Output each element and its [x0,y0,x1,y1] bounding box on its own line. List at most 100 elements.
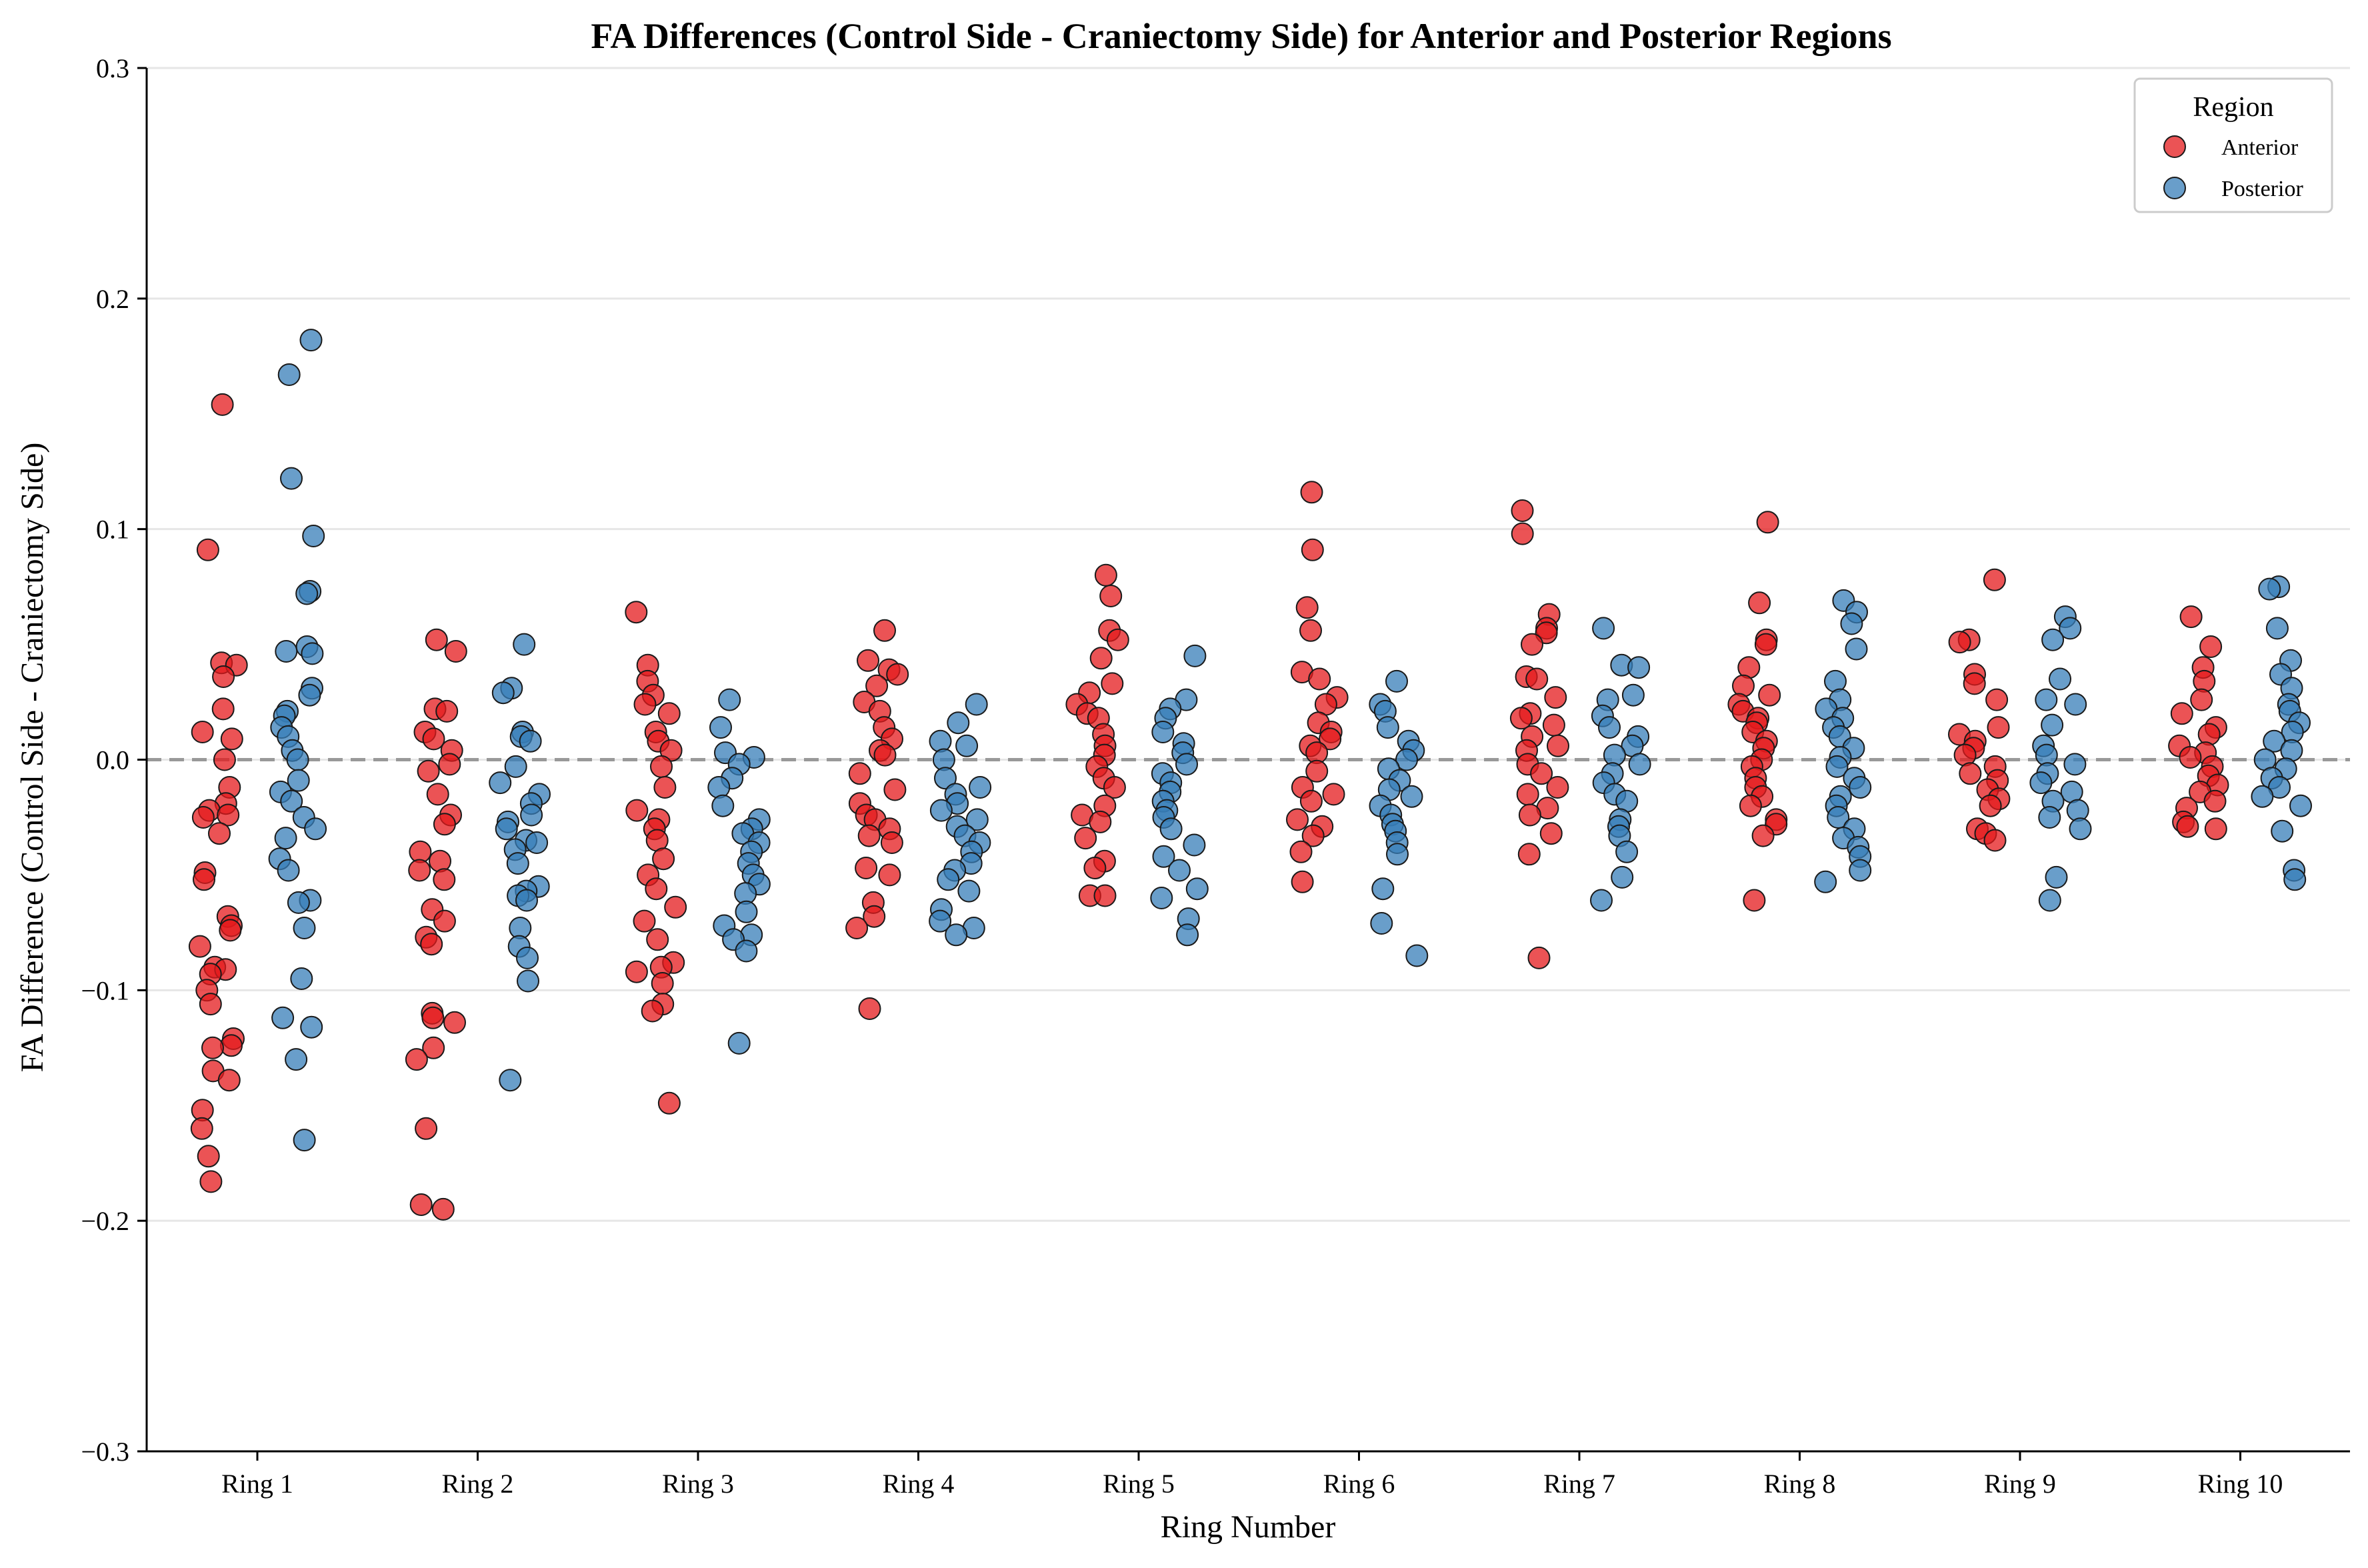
data-point-posterior [299,329,323,352]
data-point-anterior [420,933,443,956]
legend-label-anterior: Anterior [2221,135,2299,160]
data-point-posterior [735,900,758,923]
data-point-posterior [735,939,758,963]
data-point-posterior [520,803,543,827]
data-point-posterior [499,1069,522,1092]
data-point-anterior [1518,803,1541,827]
data-point-anterior [1103,776,1126,799]
data-point-posterior [1175,753,1198,776]
data-point-posterior [1376,716,1399,739]
data-point-anterior [1101,672,1124,695]
x-tick-label: Ring 5 [1103,1469,1175,1499]
data-point-anterior [1291,870,1314,893]
data-point-posterior [1405,944,1429,967]
data-point-posterior [491,681,515,705]
data-point-anterior [211,697,235,721]
data-point-anterior [657,702,681,725]
data-point-posterior [1386,843,1409,866]
data-point-posterior [711,794,735,817]
legend-frame [2133,77,2333,213]
x-tick-label: Ring 6 [1323,1469,1395,1499]
data-point-anterior [1308,667,1331,691]
y-axis-ticks: −0.3 −0.2 −0.1 0.0 0.1 0.2 0.3 [81,53,147,1467]
data-point-posterior [1825,755,1849,778]
data-point-anterior [1547,734,1569,757]
data-point-anterior [1983,829,2007,852]
data-point-anterior [857,649,879,672]
data-point-anterior [886,663,909,686]
data-point-anterior [1756,511,1779,534]
data-point-posterior [1400,785,1423,808]
data-point-anterior [651,972,674,995]
data-point-anterior [1511,499,1534,522]
data-point-posterior [937,868,960,891]
data-point-posterior [301,642,324,665]
data-point-posterior [271,1006,295,1029]
data-point-anterior [657,1091,681,1115]
data-point-posterior [2263,729,2286,753]
data-point-posterior [2283,868,2307,891]
data-point-posterior [1814,870,1837,893]
data-point-anterior [421,1006,445,1029]
data-point-posterior [969,776,992,799]
data-point-posterior [2041,713,2064,737]
data-point-posterior [513,633,536,656]
data-point-anterior [1295,596,1319,619]
data-point-anterior [1289,840,1313,863]
data-point-posterior [2038,806,2061,829]
data-point-anterior [1299,619,1322,642]
data-point-anterior [435,699,459,723]
data-point-anterior [443,1011,466,1034]
data-point-posterior [1185,877,1209,901]
data-point-posterior [2251,785,2274,808]
data-point-anterior [633,909,656,933]
data-point-posterior [929,909,952,933]
data-point-anterior [1074,827,1097,850]
data-point-posterior [277,363,301,386]
data-point-posterior [2069,817,2092,841]
data-point-posterior [1371,877,1395,901]
data-point-anterior [199,1170,223,1193]
data-point-anterior [1301,538,1324,561]
data-point-anterior [1542,713,1565,737]
data-point-posterior [1849,776,1872,799]
x-tick-label: Ring 3 [662,1469,734,1499]
data-point-posterior [525,831,549,854]
data-point-posterior [506,852,529,875]
x-tick-label: Ring 1 [221,1469,293,1499]
data-point-posterior [1598,716,1621,739]
data-point-posterior [965,808,989,831]
data-point-anterior [883,778,907,801]
data-point-posterior [2289,794,2312,817]
data-point-posterior [1590,889,1613,912]
data-point-anterior [1106,628,1129,651]
data-point-posterior [519,729,542,753]
data-point-anterior [1525,667,1549,691]
y-tick-label: −0.2 [81,1206,129,1236]
y-axis-label: FA Difference (Control Side - Craniectom… [15,443,50,1073]
data-point-posterior [957,879,981,903]
data-point-anterior [873,619,896,642]
data-point-anterior [641,999,664,1023]
data-point-anterior [1751,824,1775,847]
data-point-anterior [2176,815,2199,838]
data-point-posterior [293,1129,316,1152]
data-point-anterior [1983,568,2006,591]
data-point-posterior [2258,577,2281,601]
data-point-anterior [1509,707,1533,730]
data-point-anterior [2190,688,2213,711]
data-point-posterior [707,776,731,799]
data-point-posterior [945,923,968,947]
data-point-anterior [855,857,878,879]
data-point-anterior [878,863,901,887]
data-point-anterior [1979,794,2002,817]
data-point-posterior [277,859,300,882]
data-point-posterior [489,771,512,795]
data-point-anterior [444,640,467,663]
x-tick-label: Ring 8 [1764,1469,1836,1499]
data-point-anterior [1517,843,1541,866]
data-point-anterior [213,748,236,771]
data-point-posterior [1385,669,1408,693]
data-point-posterior [947,711,970,735]
data-point-anterior [1985,688,2009,711]
